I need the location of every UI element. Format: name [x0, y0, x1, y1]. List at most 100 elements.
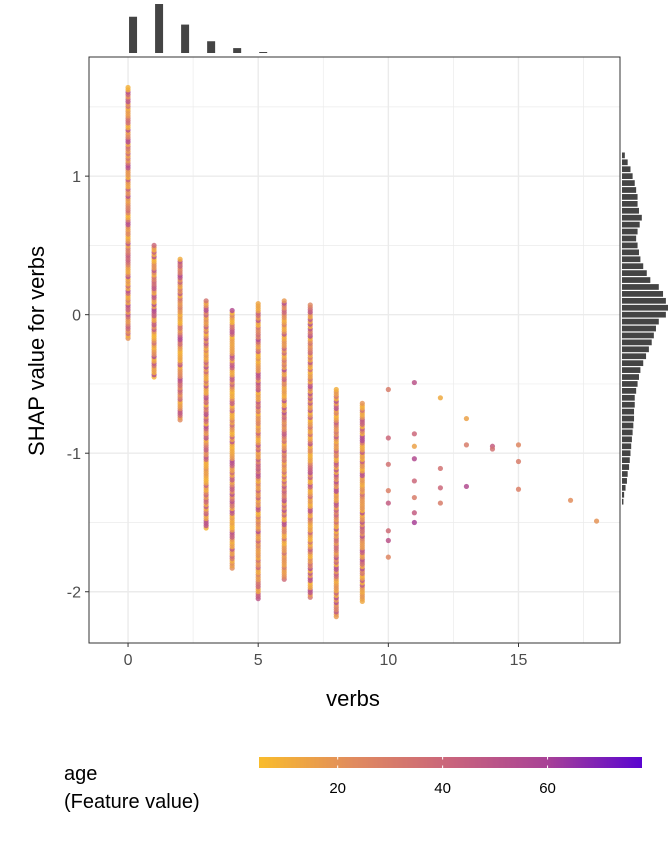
scatter-point: [437, 465, 443, 472]
scatter-point: [333, 386, 339, 393]
scatter-point: [229, 307, 235, 314]
marginal-y-bar: [622, 318, 659, 325]
legend-tick-label: 40: [434, 780, 451, 797]
scatter-point: [437, 500, 443, 506]
scatter-point: [411, 519, 417, 526]
marginal-y-bar: [622, 408, 635, 415]
marginal-y-bar: [622, 498, 624, 505]
marginal-y-bar: [622, 346, 649, 353]
marginal-y-bar: [622, 277, 651, 283]
scatter-point: [437, 395, 443, 401]
legend-colorbar: [259, 757, 642, 768]
scatter-point: [385, 554, 391, 560]
marginal-y-bar: [622, 221, 640, 228]
scatter-point: [385, 386, 391, 393]
marginal-y-bar: [622, 200, 638, 207]
y-tick-label: -2: [67, 585, 81, 602]
marginal-y-bar: [622, 450, 631, 457]
scatter-point: [307, 302, 313, 308]
scatter-point: [385, 488, 391, 494]
marginal-y-bar: [622, 249, 639, 256]
marginal-y-bar: [622, 388, 637, 394]
scatter-point: [411, 456, 417, 462]
scatter-point: [177, 256, 183, 262]
marginal-y-bar: [622, 284, 659, 290]
scatter-point: [411, 510, 417, 516]
marginal-y-bar: [622, 491, 625, 498]
marginal-y-bar: [622, 270, 647, 276]
marginal-y-bar: [622, 381, 638, 387]
marginal-y-bar: [622, 311, 666, 318]
y-tick-label: 1: [72, 169, 81, 186]
legend-tick-label: 20: [329, 780, 346, 797]
marginal-x-bar: [129, 16, 138, 54]
grid-lines: [89, 57, 620, 643]
scatter-point: [489, 446, 496, 452]
scatter-point: [593, 518, 600, 524]
point-columns: [125, 84, 365, 620]
marginal-x-bar: [181, 24, 190, 53]
scatter-point: [411, 431, 417, 437]
marginal-y-bar: [622, 394, 635, 401]
scatter-point: [463, 483, 470, 490]
legend-ticks: 20 40 60: [329, 757, 556, 797]
marginal-y-bar: [622, 464, 630, 470]
scatter-point: [359, 400, 365, 406]
marginal-y-bar: [622, 180, 635, 186]
y-axis-title: SHAP value for verbs: [24, 246, 49, 456]
marginal-y-bar: [622, 367, 641, 373]
marginal-y-bar: [622, 415, 635, 422]
scatter-point: [125, 84, 131, 91]
scatter-point: [385, 528, 391, 534]
marginal-y-bar: [622, 291, 664, 297]
scatter-point: [567, 497, 574, 503]
x-axis-title: verbs: [326, 686, 380, 711]
marginal-y-bar: [622, 353, 647, 360]
legend-tick-label: 60: [539, 780, 556, 797]
marginal-y-bar: [622, 429, 633, 436]
scatter-point: [385, 435, 391, 441]
legend-title-line1: age: [64, 763, 97, 785]
marginal-y-bar: [622, 256, 641, 263]
marginal-y-bar: [622, 228, 638, 235]
marginal-y-bar: [622, 374, 639, 380]
marginal-x-bar: [233, 48, 242, 53]
marginal-y-bar: [622, 436, 632, 443]
marginal-y-bar: [622, 339, 652, 346]
marginal-y-bar: [622, 242, 638, 249]
marginal-y-bar: [622, 325, 656, 332]
scatter-point: [437, 485, 443, 491]
scatter-point: [385, 537, 391, 544]
plot-panel-border: [88, 56, 621, 644]
scatter-point: [411, 478, 417, 484]
marginal-y-bar: [622, 173, 633, 180]
marginal-x-bar: [259, 52, 268, 53]
scatter-point: [463, 442, 470, 448]
marginal-y-bar: [622, 457, 630, 463]
marginal-y-bar: [622, 235, 637, 242]
marginal-y-bar: [622, 152, 625, 159]
scatter-point: [385, 500, 391, 506]
marginal-y-bar: [622, 478, 627, 484]
marginal-y-bar: [622, 166, 631, 173]
x-tick-label: 5: [254, 652, 263, 669]
scatter-point: [515, 442, 522, 448]
x-tick-label: 10: [379, 652, 397, 669]
plot-panel-background: [89, 57, 620, 643]
marginal-y-bar: [622, 194, 638, 200]
x-axis-ticks: 0 5 10 15: [124, 643, 527, 669]
marginal-y-bar: [622, 297, 666, 304]
scatter-point: [515, 486, 522, 492]
marginal-y-bar: [622, 263, 644, 270]
marginal-y-bar: [622, 214, 642, 221]
marginal-y-bar: [622, 471, 628, 477]
legend-title-line2: (Feature value): [64, 791, 200, 813]
scatter-point: [255, 300, 261, 307]
marginal-y-bar: [622, 187, 637, 193]
marginal-y-bar: [622, 422, 634, 429]
marginal-y-bar: [622, 443, 632, 450]
scatter-point: [411, 379, 417, 386]
marginal-y-bar: [622, 484, 626, 491]
scatter-point: [411, 494, 417, 501]
marginal-y-bar: [622, 207, 639, 214]
